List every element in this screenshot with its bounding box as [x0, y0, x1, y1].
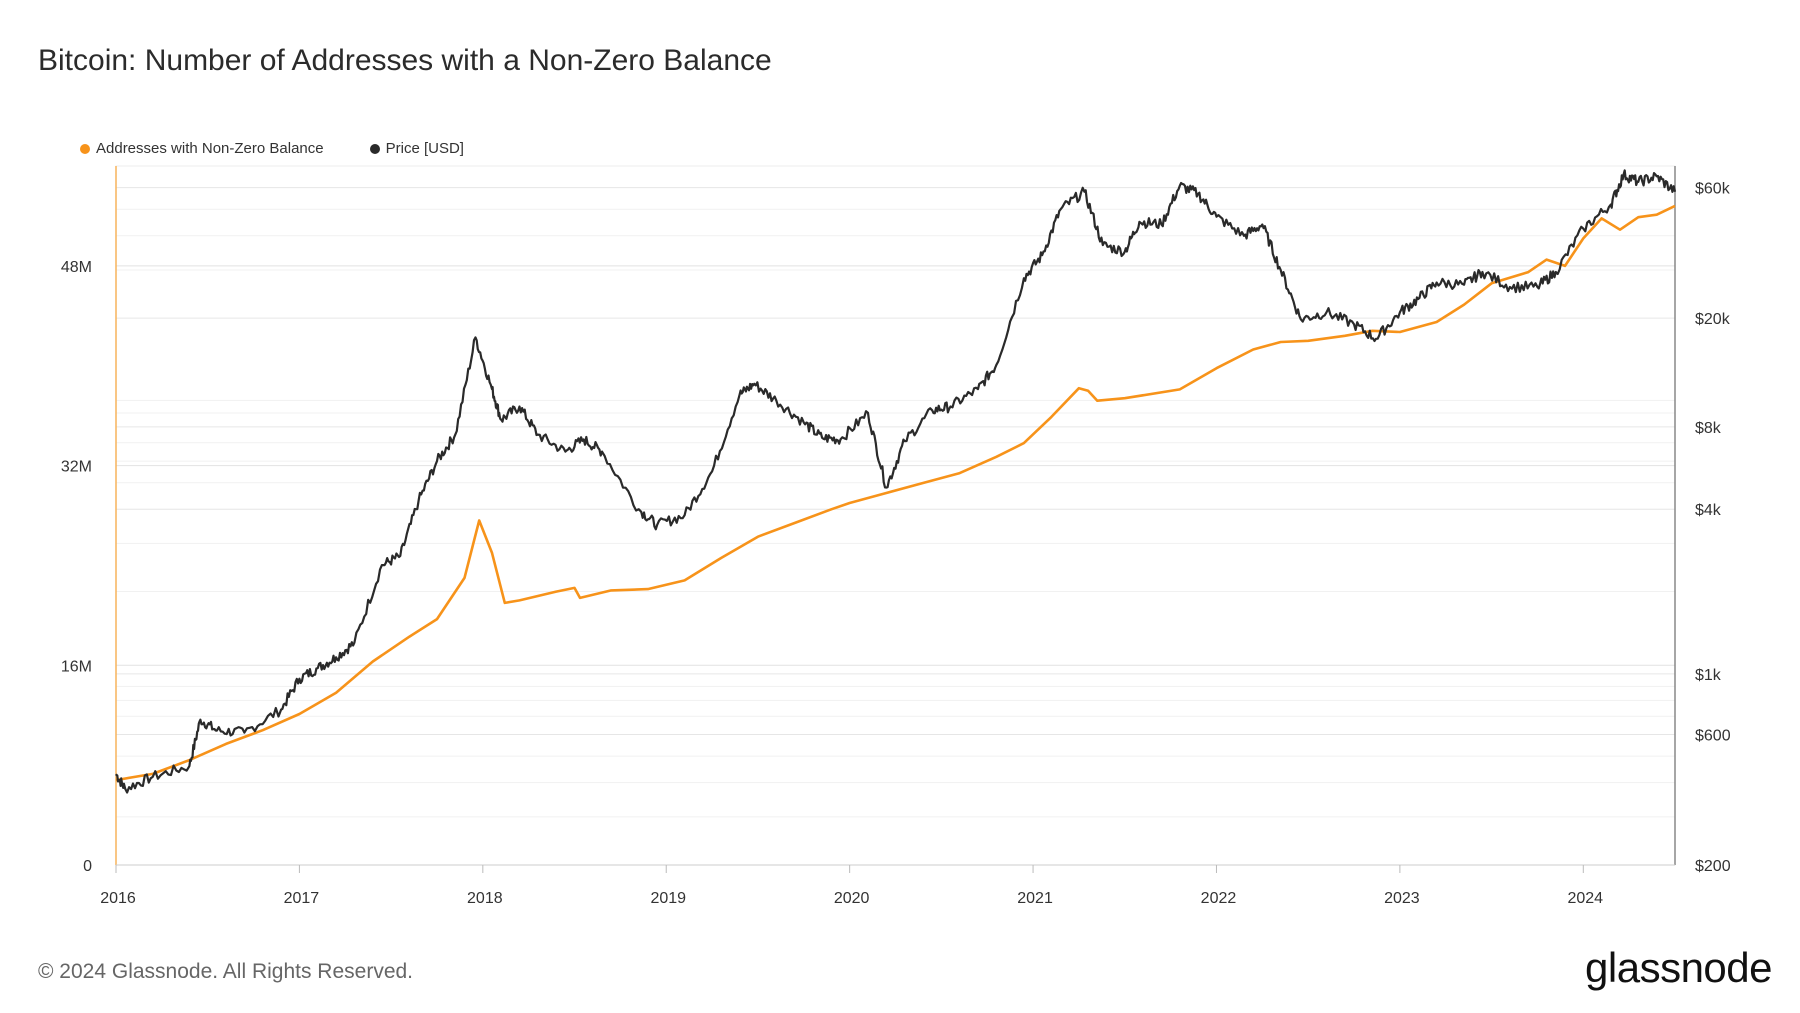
x-tick-label: 2020 — [834, 890, 870, 907]
y-right-tick-label: $60k — [1695, 181, 1731, 198]
y-right-tick-label: $8k — [1695, 420, 1722, 437]
copyright-footer: © 2024 Glassnode. All Rights Reserved. — [38, 960, 414, 983]
y-left-tick-label: 16M — [61, 658, 92, 675]
x-tick-label: 2017 — [284, 890, 320, 907]
glassnode-logo[interactable]: glassnode — [1585, 944, 1772, 991]
y-right-tick-label: $1k — [1695, 667, 1722, 684]
plot-area — [115, 165, 1676, 866]
x-tick-label: 2018 — [467, 890, 503, 907]
y-left-tick-label: 48M — [61, 259, 92, 276]
legend: Addresses with Non-Zero Balance Price [U… — [80, 140, 464, 157]
legend-label-addresses: Addresses with Non-Zero Balance — [96, 140, 324, 157]
y-right-tick-label: $4k — [1695, 502, 1722, 519]
legend-item-addresses[interactable]: Addresses with Non-Zero Balance — [80, 140, 324, 157]
series-line-price — [115, 169, 1677, 794]
y-right-tick-label: $200 — [1695, 858, 1731, 875]
x-tick-label: 2023 — [1384, 890, 1420, 907]
x-tick-label: 2022 — [1201, 890, 1237, 907]
x-tick-label: 2016 — [100, 890, 136, 907]
series-line-addresses — [115, 204, 1676, 782]
legend-dot-addresses — [80, 143, 90, 154]
legend-dot-price — [369, 143, 380, 154]
y-right-tick-label: $600 — [1695, 728, 1731, 745]
x-tick-label: 2024 — [1567, 890, 1603, 907]
legend-label-price: Price [USD] — [385, 140, 464, 157]
x-tick-label: 2019 — [650, 890, 686, 907]
x-tick-label: 2021 — [1017, 890, 1053, 907]
chart-title: Bitcoin: Number of Addresses with a Non-… — [38, 44, 772, 77]
y-left-tick-label: 0 — [83, 858, 92, 875]
legend-item-price[interactable]: Price [USD] — [369, 140, 464, 157]
y-right-tick-label: $20k — [1695, 311, 1731, 328]
y-left-tick-label: 32M — [61, 459, 92, 476]
